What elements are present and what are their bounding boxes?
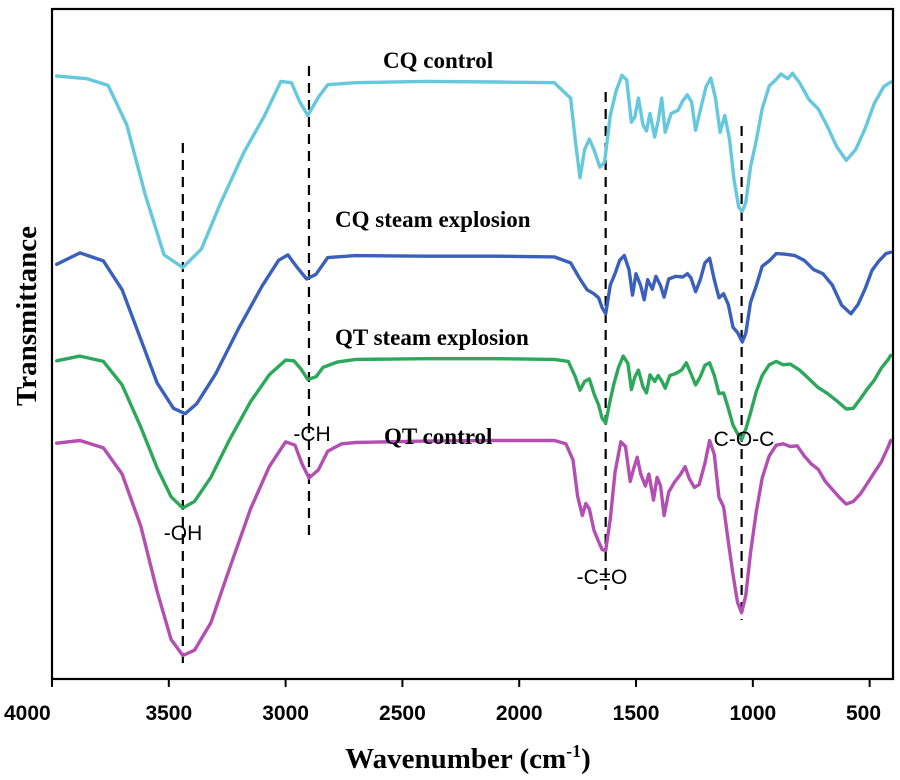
y-axis-title: Transmittance (11, 226, 43, 406)
series-line-qt-control (55, 438, 893, 658)
series-label-qt-steam-explosion: QT steam explosion (335, 325, 529, 350)
series-line-qt-steam-explosion (55, 353, 893, 510)
dash-marker-layer (181, 66, 743, 664)
x-tick-layer: 4000 3500 3000 2500 2000 1500 1000 500 (4, 679, 881, 725)
annotation-ch: -CH (293, 423, 330, 446)
x-tick-label-500: 500 (846, 702, 881, 725)
series-line-cq-control (55, 71, 893, 270)
annotation-oh: -OH (164, 522, 203, 545)
series-layer (55, 71, 893, 658)
x-axis-title: Wavenumber (cm-1) (345, 741, 591, 775)
x-tick-label-2000: 2000 (496, 702, 543, 725)
x-tick-label-1000: 1000 (729, 702, 776, 725)
series-line-cq-steam-explosion (55, 250, 893, 416)
x-axis-title-superscript: -1 (566, 741, 581, 761)
x-tick-label-3000: 3000 (262, 702, 309, 725)
series-label-cq-steam-explosion: CQ steam explosion (335, 207, 531, 232)
plot-frame (50, 7, 895, 681)
x-tick-label-3500: 3500 (145, 702, 192, 725)
x-axis-title-close: ) (581, 743, 591, 775)
series-label-cq-control: CQ control (383, 48, 493, 73)
x-tick-label-2500: 2500 (379, 702, 426, 725)
x-tick-label-1500: 1500 (613, 702, 660, 725)
annotation-c-o-c: C-O-C (714, 428, 775, 451)
x-tick-label-4000: 4000 (4, 702, 51, 725)
series-label-qt-control: QT control (384, 424, 492, 449)
x-axis-title-main: Wavenumber (cm (345, 743, 566, 775)
annotation-c-eq-o: -C=O (577, 566, 628, 589)
